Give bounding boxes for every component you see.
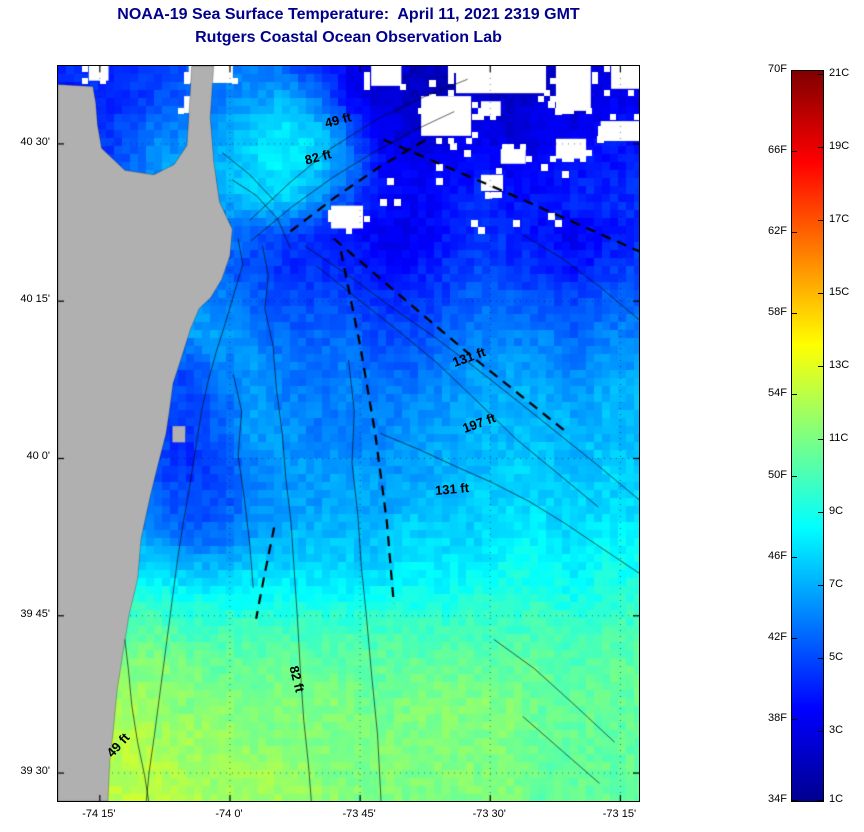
colorbar-tick-mark	[792, 556, 797, 558]
colorbar-fahrenheit-label: 34F	[768, 793, 787, 805]
map-plot-area: 49 ft 82 ft 131 ft 197 ft 131 ft 82 ft 49 ft	[57, 65, 640, 802]
figure-title: NOAA-19 Sea Surface Temperature: April 1…	[117, 6, 580, 23]
colorbar-tick-mark	[792, 394, 797, 396]
colorbar-celsius-label: 1C	[829, 793, 844, 805]
colorbar-tick-mark	[818, 731, 823, 733]
y-tick-label: 40 15'	[20, 293, 50, 306]
colorbar-celsius-label: 3C	[829, 724, 844, 737]
x-tick-label: -74 0'	[215, 808, 243, 820]
y-tick-label: 39 30'	[20, 765, 50, 778]
colorbar-fahrenheit-label: 50F	[768, 468, 787, 481]
sst-map-canvas	[58, 66, 639, 801]
colorbar-celsius-label: 11C	[829, 432, 849, 445]
colorbar-celsius-label: 7C	[829, 578, 844, 591]
colorbar-celsius-label: 5C	[829, 651, 844, 664]
colorbar-fahrenheit-label: 38F	[768, 711, 787, 724]
colorbar-gradient	[792, 71, 823, 801]
depth-annotation: 131 ft	[434, 479, 470, 498]
x-tick-label: -73 30'	[472, 808, 506, 820]
colorbar-tick-mark	[792, 313, 797, 315]
colorbar-tick-mark	[818, 658, 823, 660]
colorbar-fahrenheit-label: 66F	[768, 144, 787, 157]
y-tick-label: 40 0'	[26, 450, 50, 463]
x-tick-label: -73 15'	[602, 808, 637, 820]
colorbar-fahrenheit-label: 54F	[768, 387, 787, 400]
colorbar-tick-mark	[792, 637, 797, 639]
colorbar-tick-mark	[818, 220, 823, 222]
colorbar-fahrenheit-label: 70F	[768, 63, 787, 75]
y-tick-label: 39 45'	[20, 607, 50, 620]
colorbar-tick-mark	[818, 147, 823, 149]
colorbar-tick-mark	[792, 718, 797, 720]
colorbar-tick-mark	[818, 512, 823, 514]
colorbar-tick-mark	[792, 151, 797, 153]
colorbar-tick-mark	[792, 800, 797, 801]
colorbar-tick-mark	[818, 800, 823, 801]
colorbar-celsius-label: 21C	[829, 67, 850, 80]
colorbar	[791, 70, 824, 802]
colorbar-celsius-label: 13C	[829, 359, 850, 372]
colorbar-tick-mark	[818, 439, 823, 441]
colorbar-tick-mark	[818, 293, 823, 295]
colorbar-tick-mark	[818, 74, 823, 76]
colorbar-celsius-label: 15C	[829, 286, 850, 299]
colorbar-celsius-label: 19C	[829, 140, 850, 153]
colorbar-fahrenheit-label: 58F	[768, 306, 787, 319]
colorbar-tick-mark	[792, 475, 797, 477]
colorbar-celsius-label: 9C	[829, 505, 844, 518]
colorbar-fahrenheit-label: 62F	[768, 225, 787, 238]
x-tick-label: -74 15'	[82, 808, 116, 820]
colorbar-tick-mark	[818, 366, 823, 368]
colorbar-tick-mark	[818, 585, 823, 587]
colorbar-tick-mark	[792, 70, 797, 71]
colorbar-fahrenheit-label: 46F	[768, 549, 787, 562]
colorbar-celsius-label: 17C	[829, 213, 850, 226]
figure-subtitle: Rutgers Coastal Ocean Observation Lab	[195, 29, 502, 46]
colorbar-tick-mark	[792, 232, 797, 234]
x-tick-label: -73 45'	[342, 808, 376, 820]
y-tick-label: 40 30'	[20, 135, 50, 148]
colorbar-fahrenheit-label: 42F	[768, 630, 787, 643]
